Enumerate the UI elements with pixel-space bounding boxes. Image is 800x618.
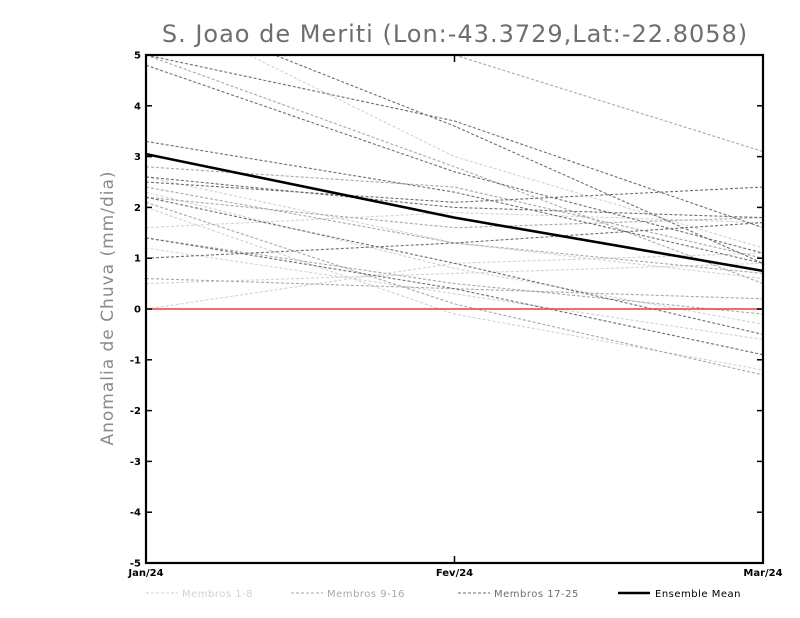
member-line-20	[146, 181, 763, 203]
member-line-17	[146, 140, 763, 264]
member-line-16	[146, 55, 763, 285]
y-tick-label: -5	[130, 559, 141, 570]
y-tick-label: -2	[130, 406, 141, 417]
member-line-1	[146, 191, 763, 325]
member-line-9	[146, 166, 763, 259]
member-line-11	[146, 277, 763, 300]
member-line-5	[146, 211, 763, 229]
y-axis-label: Anomalia de Chuva (mm/dia)	[98, 170, 118, 445]
x-tick-label: Jan/24	[127, 568, 163, 579]
member-line-14	[146, 186, 763, 274]
legend-label-membros-17-25: Membros 17-25	[494, 589, 579, 600]
legend-label-membros-1-8: Membros 1-8	[182, 589, 253, 600]
member-line-18	[146, 55, 763, 229]
y-tick-label: 0	[134, 305, 141, 316]
x-axis-ticks: Jan/24 Fev/24 Mar/24	[127, 55, 783, 579]
y-tick-label: -1	[130, 355, 141, 366]
legend-label-membros-9-16: Membros 9-16	[327, 589, 405, 600]
x-tick-label: Fev/24	[436, 568, 473, 579]
y-axis-ticks: -5 -4 -3 -2 -1 0 1 2 3 4 5	[130, 51, 763, 570]
x-tick-label: Mar/24	[743, 568, 782, 579]
chart-title: S. Joao de Meriti (Lon:-43.3729,Lat:-22.…	[162, 20, 748, 48]
member-line-15	[146, 201, 763, 376]
member-line-8	[146, 247, 763, 341]
y-tick-label: 3	[134, 152, 141, 163]
member-line-24	[146, 237, 763, 356]
member-line-19	[273, 55, 763, 264]
y-tick-label: 5	[134, 51, 141, 62]
member-line-12	[146, 237, 763, 315]
member-line-13	[452, 55, 763, 153]
member-line-7	[146, 176, 763, 280]
y-tick-label: -3	[130, 457, 141, 468]
y-tick-label: 4	[134, 101, 141, 112]
member-line-22	[146, 222, 763, 259]
y-tick-label: 1	[134, 254, 141, 265]
member-line-21	[146, 176, 763, 219]
member-line-3	[146, 262, 763, 285]
y-tick-label: -4	[130, 508, 141, 519]
member-line-23	[146, 196, 763, 335]
member-line-10	[146, 196, 763, 229]
y-tick-label: 2	[134, 203, 141, 214]
ensemble-mean-line	[146, 152, 763, 273]
series-lines	[146, 55, 763, 376]
member-line-25	[146, 64, 763, 254]
legend-label-ensemble-mean: Ensemble Mean	[655, 589, 741, 600]
legend: Membros 1-8 Membros 9-16 Membros 17-25 E…	[146, 589, 741, 600]
